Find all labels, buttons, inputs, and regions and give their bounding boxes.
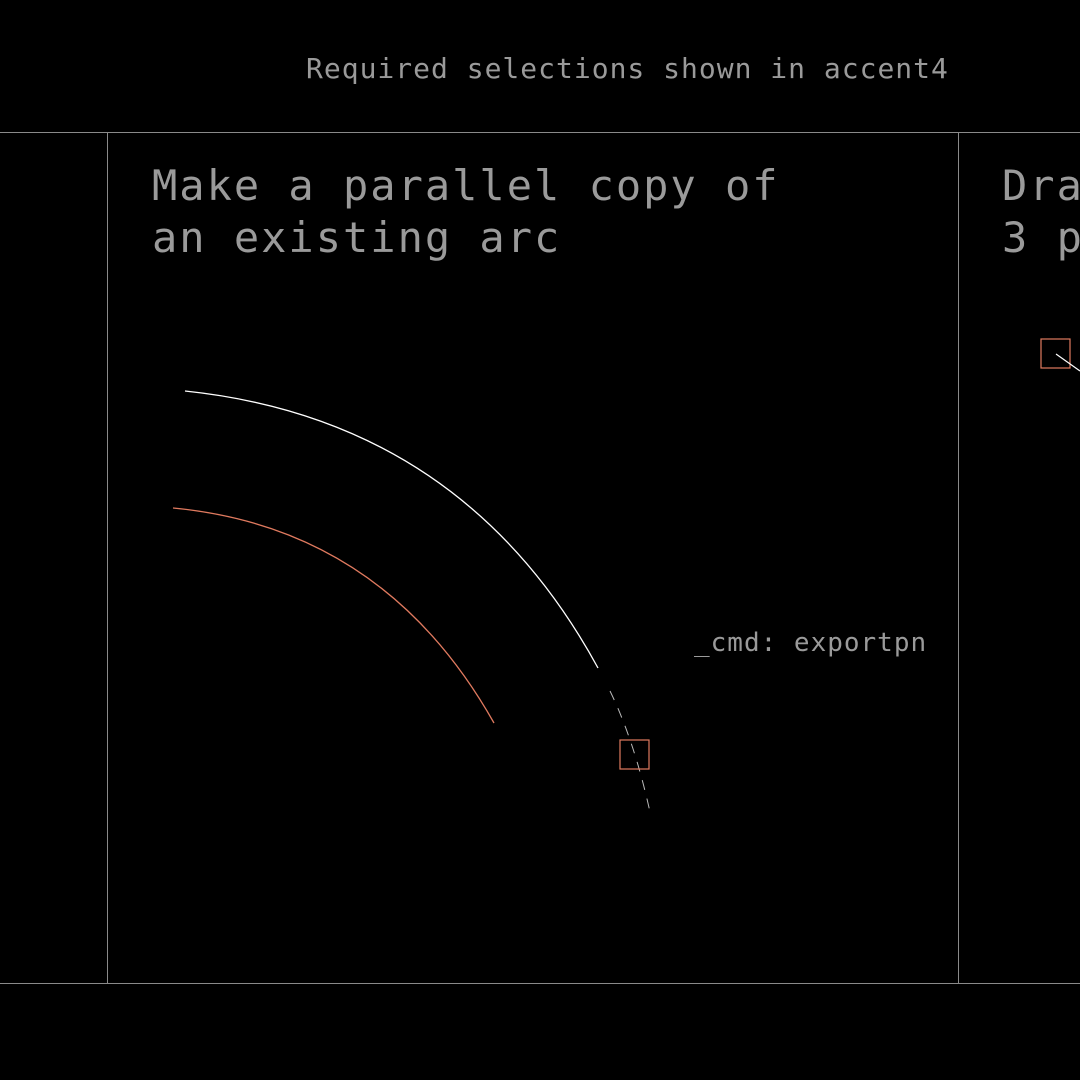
- panel-1-title: Make a parallel copy of an existing arc: [152, 160, 780, 264]
- panel-2-pick-box[interactable]: [1040, 338, 1071, 369]
- frame-top-line: [0, 132, 1080, 133]
- panel-divider-right: [958, 132, 959, 984]
- frame-bottom-line: [0, 983, 1080, 984]
- command-label: _cmd: exportpn: [694, 628, 928, 658]
- arc-extension-dashed: [609, 690, 651, 813]
- panel-1-title-line-1: Make a parallel copy of: [152, 161, 780, 210]
- panel-2-line: [1055, 353, 1080, 372]
- panel-divider-left: [107, 132, 108, 984]
- source-arc[interactable]: [184, 390, 599, 669]
- header-note: Required selections shown in accent4: [306, 52, 949, 85]
- panel-2-title-line-2: 3 p: [1002, 213, 1080, 262]
- offset-arc: [172, 507, 495, 724]
- panel-1-title-line-2: an existing arc: [152, 213, 562, 262]
- panel-2-title: Dra 3 p: [1002, 160, 1080, 264]
- panel-2-title-line-1: Dra: [1002, 161, 1080, 210]
- pick-box[interactable]: [619, 739, 650, 770]
